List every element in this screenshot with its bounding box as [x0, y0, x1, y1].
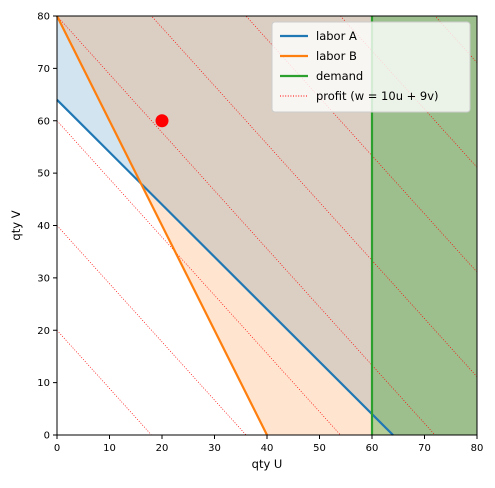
legend-label: labor B	[316, 49, 357, 63]
x-tick-label: 30	[208, 443, 221, 454]
profit-contour	[56, 120, 341, 436]
region-demand	[372, 16, 477, 435]
x-tick-label: 40	[261, 443, 274, 454]
legend: labor A labor B demand profit (w = 10u + 9v…	[271, 21, 471, 113]
x-tick-label: 20	[156, 443, 169, 454]
profit-contour	[151, 15, 478, 378]
x-tick-label: 0	[54, 443, 60, 454]
y-axis-ticks: 0 10 20 30 40 50 60 70 80	[37, 12, 57, 442]
x-axis-label: qty U	[252, 457, 283, 471]
profit-contour	[56, 225, 247, 436]
legend-box	[271, 21, 471, 113]
series-line-labor-a	[56, 99, 394, 436]
legend-label: demand	[316, 69, 363, 83]
y-tick-label: 80	[37, 12, 50, 23]
x-tick-label: 50	[313, 443, 326, 454]
x-tick-label: 60	[366, 443, 379, 454]
x-tick-label: 10	[103, 443, 116, 454]
y-tick-label: 20	[37, 326, 50, 337]
profit-contour	[245, 15, 478, 273]
y-tick-label: 40	[37, 221, 50, 232]
y-tick-label: 0	[44, 431, 50, 442]
y-axis-label: qty V	[9, 210, 23, 240]
x-axis-ticks: 0 10 20 30 40 50 60 70 80	[54, 435, 484, 454]
profit-contour	[56, 15, 436, 436]
legend-label: profit (w = 10u + 9v)	[316, 89, 439, 103]
x-tick-label: 80	[471, 443, 484, 454]
y-tick-label: 50	[37, 169, 50, 180]
series-line-labor-b	[56, 15, 268, 436]
profit-contour	[56, 330, 152, 436]
x-tick-label: 70	[418, 443, 431, 454]
legend-label: labor A	[316, 29, 357, 43]
y-tick-label: 70	[37, 64, 50, 75]
optimum-marker	[155, 114, 169, 128]
y-tick-label: 30	[37, 273, 50, 284]
marker-point	[155, 114, 169, 128]
y-tick-label: 10	[37, 378, 50, 389]
y-tick-label: 60	[37, 116, 50, 127]
